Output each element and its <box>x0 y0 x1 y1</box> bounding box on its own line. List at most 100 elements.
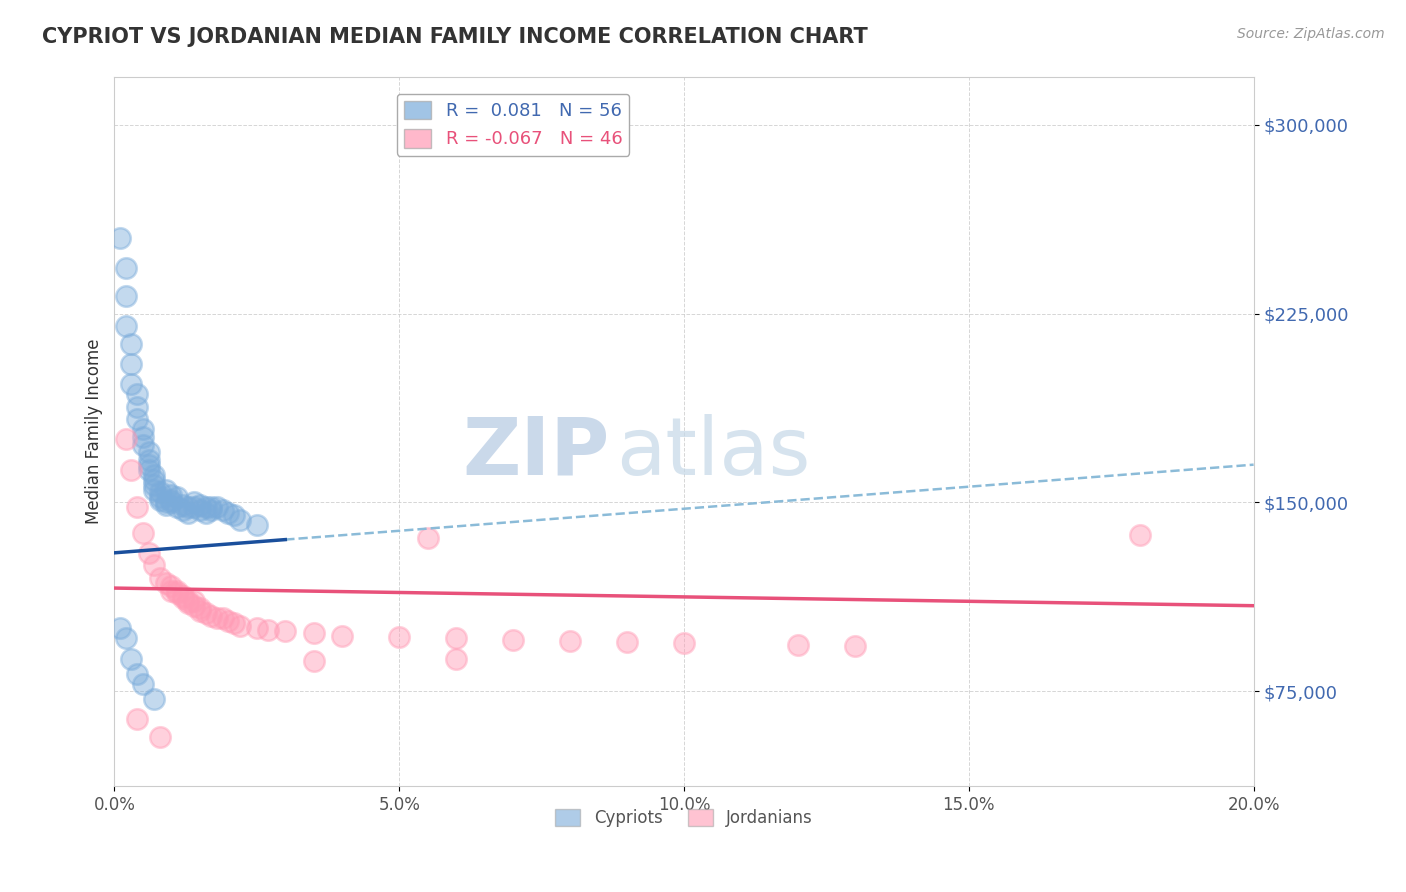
Point <box>188 604 211 618</box>
Text: ZIP: ZIP <box>463 414 610 491</box>
Point <box>200 503 222 517</box>
Point <box>160 495 183 509</box>
Point <box>194 607 217 621</box>
Point <box>138 546 160 560</box>
Point <box>444 651 467 665</box>
Point <box>127 387 149 401</box>
Point <box>183 500 205 515</box>
Point <box>166 491 188 505</box>
Point <box>188 503 211 517</box>
Point <box>211 611 233 625</box>
Point <box>211 503 233 517</box>
Text: atlas: atlas <box>616 414 810 491</box>
Point <box>246 621 269 635</box>
Point <box>138 463 160 477</box>
Point <box>149 485 172 500</box>
Point <box>172 589 194 603</box>
Point <box>1129 528 1152 542</box>
Point <box>200 608 222 623</box>
Point <box>274 624 297 638</box>
Y-axis label: Median Family Income: Median Family Income <box>86 339 103 524</box>
Point <box>127 412 149 426</box>
Point <box>194 500 217 515</box>
Point <box>155 576 177 591</box>
Point <box>121 336 143 351</box>
Point <box>121 463 143 477</box>
Point <box>132 677 155 691</box>
Point <box>183 599 205 613</box>
Point <box>121 357 143 371</box>
Point <box>388 630 411 644</box>
Point <box>108 231 131 245</box>
Point <box>257 623 280 637</box>
Point <box>160 583 183 598</box>
Point <box>143 473 166 487</box>
Point <box>194 506 217 520</box>
Point <box>246 518 269 533</box>
Point <box>149 492 172 507</box>
Point <box>222 616 245 631</box>
Point <box>138 452 160 467</box>
Point <box>138 445 160 459</box>
Point <box>121 651 143 665</box>
Point <box>183 495 205 509</box>
Point <box>127 400 149 414</box>
Point <box>416 531 439 545</box>
Point <box>149 730 172 744</box>
Point <box>143 467 166 482</box>
Point <box>205 500 228 515</box>
Point <box>132 525 155 540</box>
Point <box>172 591 194 606</box>
Point <box>177 596 200 610</box>
Text: CYPRIOT VS JORDANIAN MEDIAN FAMILY INCOME CORRELATION CHART: CYPRIOT VS JORDANIAN MEDIAN FAMILY INCOM… <box>42 27 868 46</box>
Point <box>228 513 250 527</box>
Point <box>502 632 524 647</box>
Point <box>155 483 177 497</box>
Point <box>160 488 183 502</box>
Point <box>132 422 155 436</box>
Point <box>183 593 205 607</box>
Point <box>121 377 143 392</box>
Point <box>155 498 177 512</box>
Point <box>149 571 172 585</box>
Point <box>672 636 695 650</box>
Point <box>166 500 188 515</box>
Point <box>302 626 325 640</box>
Point <box>177 506 200 520</box>
Point <box>132 430 155 444</box>
Point <box>155 495 177 509</box>
Point <box>172 498 194 512</box>
Point <box>108 621 131 635</box>
Point <box>127 666 149 681</box>
Point <box>143 558 166 573</box>
Point <box>114 632 136 646</box>
Point <box>188 601 211 615</box>
Point <box>844 639 866 653</box>
Point <box>558 634 581 648</box>
Point <box>188 498 211 512</box>
Point <box>302 654 325 668</box>
Point <box>127 712 149 726</box>
Point <box>205 611 228 625</box>
Point <box>143 483 166 497</box>
Point <box>166 586 188 600</box>
Point <box>127 500 149 515</box>
Point <box>217 614 239 628</box>
Point <box>200 500 222 515</box>
Point <box>114 261 136 276</box>
Point <box>143 692 166 706</box>
Point <box>217 506 239 520</box>
Point <box>143 478 166 492</box>
Point <box>114 289 136 303</box>
Point <box>330 629 353 643</box>
Legend: Cypriots, Jordanians: Cypriots, Jordanians <box>548 803 820 834</box>
Point <box>228 619 250 633</box>
Point <box>166 583 188 598</box>
Point <box>444 632 467 646</box>
Point <box>114 433 136 447</box>
Point <box>172 503 194 517</box>
Point <box>132 437 155 451</box>
Point <box>616 635 638 649</box>
Point <box>177 593 200 607</box>
Point <box>222 508 245 522</box>
